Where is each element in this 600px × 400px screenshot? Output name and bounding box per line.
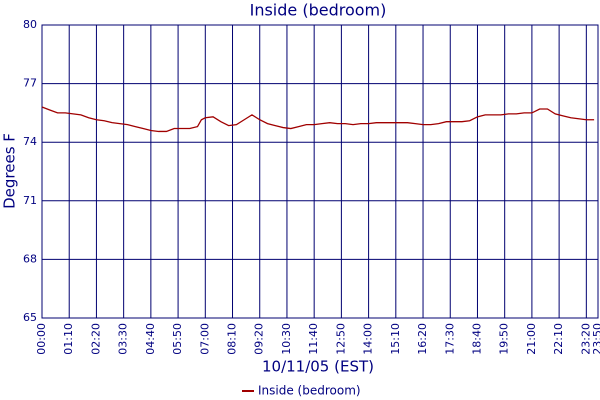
- x-tick-label: 02:20: [89, 323, 102, 355]
- y-tick-label: 65: [23, 311, 37, 324]
- x-tick-label: 05:50: [171, 323, 184, 355]
- y-tick-label: 71: [23, 194, 37, 207]
- y-tick-label: 80: [23, 18, 37, 31]
- y-tick-label: 77: [23, 77, 37, 90]
- x-tick-label: 04:40: [144, 323, 157, 355]
- data-line: [41, 106, 595, 133]
- legend-label: Inside (bedroom): [258, 384, 361, 398]
- y-tick-label: 68: [23, 252, 37, 265]
- x-tick-label: 03:30: [117, 323, 130, 355]
- x-tick-label: 21:00: [525, 323, 538, 355]
- x-tick-label: 17:30: [443, 323, 456, 355]
- x-tick-label: 11:40: [307, 323, 320, 355]
- chart-title: Inside (bedroom): [250, 1, 387, 20]
- x-tick-label: 16:20: [416, 323, 429, 355]
- x-tick-label: 15:10: [389, 323, 402, 355]
- x-tick-label: 09:20: [253, 323, 266, 355]
- x-tick-label: 23:20: [579, 323, 592, 355]
- x-tick-label: 19:50: [498, 323, 511, 355]
- x-tick-label: 01:10: [62, 323, 75, 355]
- x-axis-label: 10/11/05 (EST): [262, 358, 374, 376]
- y-tick-label: 74: [23, 135, 37, 148]
- x-tick-label: 14:00: [362, 323, 375, 355]
- x-tick-label: 22:10: [552, 323, 565, 355]
- x-tick-label: 10:30: [280, 323, 293, 355]
- x-tick-label: 07:00: [198, 323, 211, 355]
- y-axis-label: Degrees F: [1, 133, 19, 209]
- x-tick-label: 12:50: [334, 323, 347, 355]
- x-tick-label: 23:50: [591, 323, 600, 355]
- x-tick-label: 08:10: [226, 323, 239, 355]
- x-tick-label: 00:00: [35, 323, 48, 355]
- x-tick-label: 18:40: [470, 323, 483, 355]
- plot-area: [41, 24, 599, 319]
